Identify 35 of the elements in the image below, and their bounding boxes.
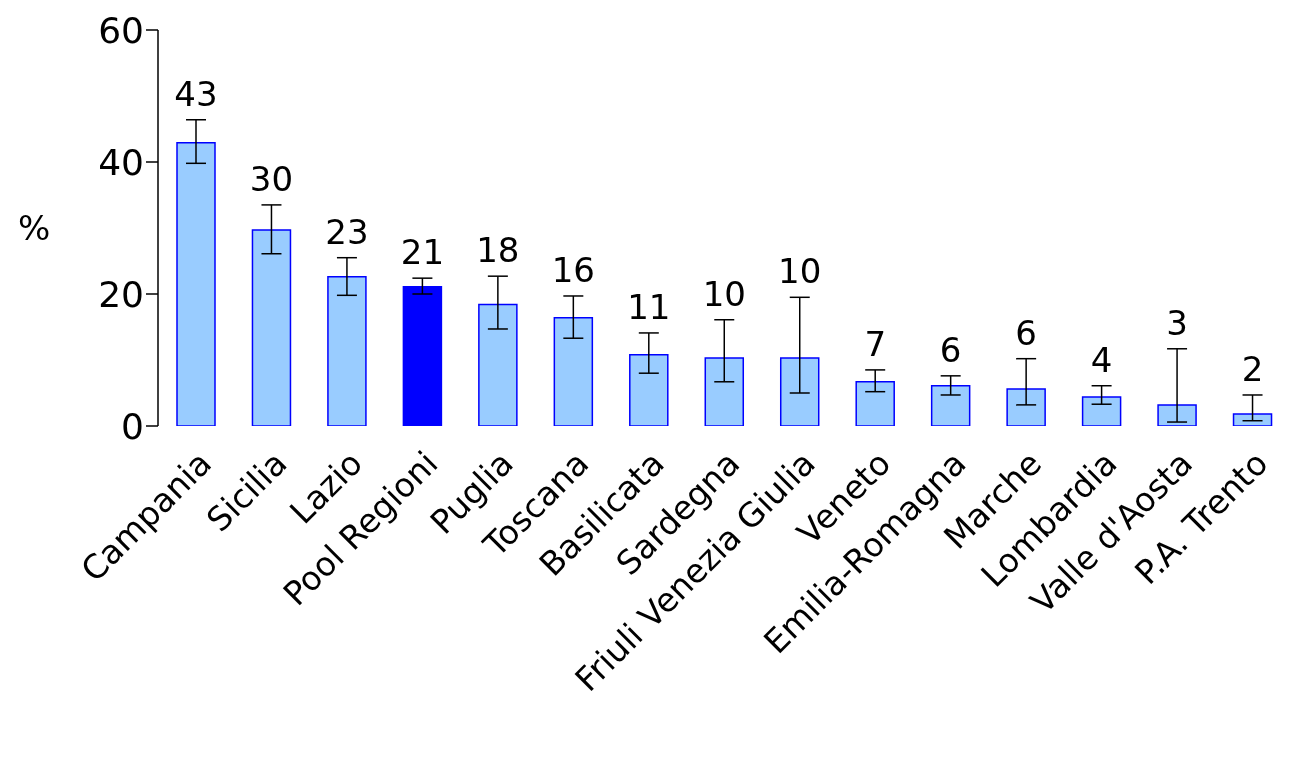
data-label: 18 (476, 230, 520, 271)
bar (779, 357, 820, 426)
data-label: 23 (325, 211, 369, 252)
bar (629, 353, 669, 426)
data-label: 7 (864, 323, 887, 364)
y-tick-label: 40 (98, 141, 144, 183)
bar (402, 285, 443, 426)
bar (176, 142, 216, 426)
bar (930, 384, 971, 426)
data-label: 6 (1015, 312, 1037, 353)
data-label: 3 (1166, 302, 1188, 343)
bar (1232, 413, 1273, 426)
data-label: 16 (551, 249, 595, 290)
data-label: 4 (1090, 339, 1113, 380)
y-tick-label: 20 (98, 273, 144, 315)
data-label: 2 (1241, 348, 1264, 389)
bar (704, 357, 745, 426)
data-label: 43 (174, 73, 218, 114)
data-label: 10 (702, 273, 746, 314)
bar (1157, 404, 1197, 426)
bar (251, 229, 292, 426)
data-label: 21 (400, 232, 445, 273)
bar (327, 276, 367, 426)
bar (1006, 388, 1046, 426)
data-label: 10 (778, 251, 822, 292)
bar (478, 303, 518, 426)
bar (553, 317, 594, 426)
y-tick-label: 60 (98, 9, 144, 51)
data-label: 30 (249, 158, 294, 199)
data-label: 11 (627, 286, 671, 327)
y-axis-title: % (18, 208, 51, 249)
bar (855, 381, 895, 426)
data-label: 6 (939, 329, 962, 370)
y-tick-label: 0 (121, 405, 144, 447)
bar (1081, 396, 1122, 426)
